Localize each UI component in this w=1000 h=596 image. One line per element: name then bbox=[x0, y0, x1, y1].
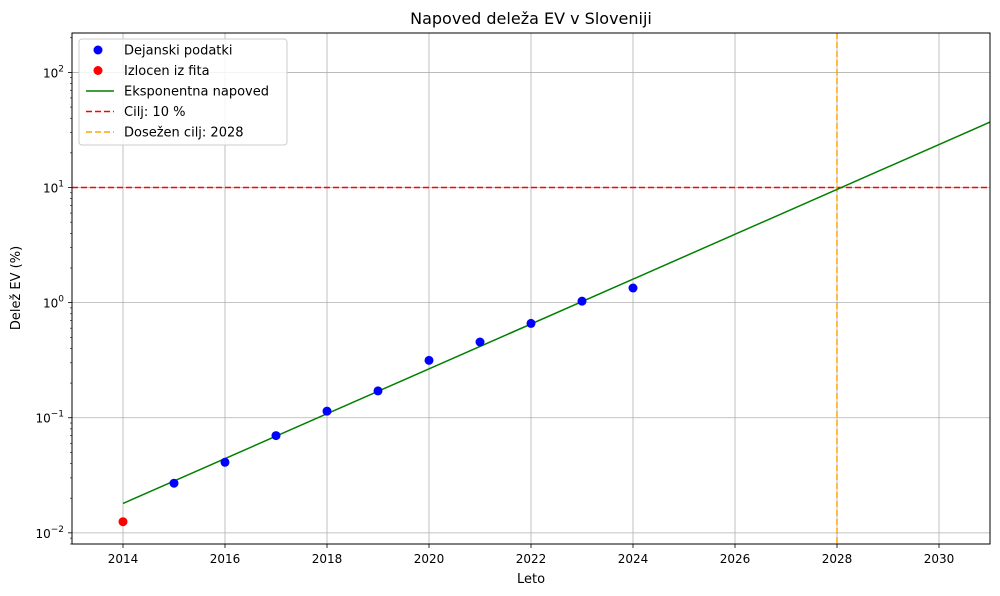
x-axis-label: Leto bbox=[517, 572, 545, 587]
data-point bbox=[526, 318, 536, 328]
fit-line-path bbox=[122, 121, 991, 505]
legend-label: Dosežen cilj: 2028 bbox=[124, 126, 244, 141]
data-point bbox=[577, 296, 587, 306]
x-tick-label: 2028 bbox=[822, 552, 853, 566]
y-tick-label: 101 bbox=[43, 180, 64, 196]
x-tick-label: 2026 bbox=[720, 552, 751, 566]
data-point bbox=[475, 337, 485, 347]
data-points bbox=[118, 283, 638, 527]
x-tick-label: 2020 bbox=[414, 552, 445, 566]
data-point bbox=[628, 283, 638, 293]
data-point bbox=[373, 386, 383, 396]
legend-label: Cilj: 10 % bbox=[124, 105, 185, 120]
legend-marker bbox=[93, 45, 103, 55]
x-tick-label: 2014 bbox=[108, 552, 139, 566]
legend-label: Dejanski podatki bbox=[124, 44, 233, 59]
legend-label: Izlocen iz fita bbox=[124, 64, 210, 79]
y-tick-label: 102 bbox=[43, 64, 64, 80]
legend: Dejanski podatki Izlocen iz fita Eksponent… bbox=[78, 38, 288, 146]
fit-line bbox=[122, 121, 991, 505]
x-tick-label: 2022 bbox=[516, 552, 547, 566]
data-point bbox=[220, 457, 230, 467]
y-axis: 10−2 10−1 100 101 102 bbox=[35, 37, 72, 545]
data-point bbox=[118, 517, 128, 527]
y-tick-label: 10−1 bbox=[35, 410, 64, 426]
chart-title: Napoved deleža EV v Sloveniji bbox=[410, 9, 652, 28]
x-tick-label: 2030 bbox=[924, 552, 955, 566]
y-axis-label: Delež EV (%) bbox=[9, 246, 24, 330]
x-tick-label: 2018 bbox=[312, 552, 343, 566]
legend-box bbox=[78, 38, 288, 146]
data-point bbox=[271, 431, 281, 441]
y-tick-label: 10−2 bbox=[35, 525, 64, 541]
legend-marker bbox=[93, 66, 103, 75]
x-axis: 2014 2016 2018 2020 2022 2024 2026 2028 2030 bbox=[108, 544, 955, 566]
y-tick-label: 100 bbox=[43, 295, 64, 311]
reference-lines bbox=[72, 33, 990, 544]
data-point bbox=[322, 406, 332, 416]
x-tick-label: 2016 bbox=[210, 552, 241, 566]
legend-label: Eksponentna napoved bbox=[124, 85, 269, 100]
x-tick-label: 2024 bbox=[618, 552, 649, 566]
data-point bbox=[424, 355, 434, 365]
data-point bbox=[169, 478, 179, 488]
